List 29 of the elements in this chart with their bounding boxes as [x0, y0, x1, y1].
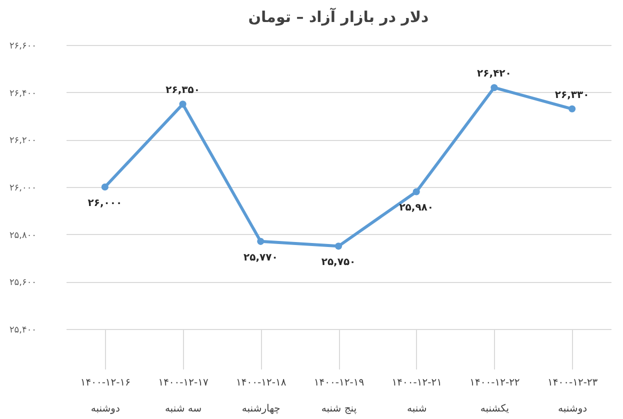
data-label: ۲۶,۳۳۰	[554, 90, 590, 101]
y-tick-label: ۲۵,۶۰۰	[9, 278, 36, 288]
y-tick-label: ۲۵,۸۰۰	[9, 230, 36, 241]
category-label: ۱۴۰۰-۱۲-۲۳ دوشنبه	[547, 378, 598, 414]
point	[568, 105, 576, 112]
data-label: ۲۵,۷۷۰	[243, 252, 278, 264]
data-label: ۲۵,۹۸۰	[399, 202, 434, 214]
point	[101, 183, 108, 191]
category-label: ۱۴۰۰-۱۲-۱۶ دوشنبه	[80, 378, 131, 414]
data-label: ۲۶,۴۲۰	[477, 68, 512, 80]
category-label: ۱۴۰۰-۱۲-۱۹ پنج شنبه	[314, 378, 364, 414]
point	[412, 188, 420, 196]
point	[257, 238, 264, 245]
data-label: ۲۶,۰۰۰	[88, 198, 122, 209]
category-label: ۱۴۰۰-۱۲-۲۱ شنبه	[392, 378, 442, 414]
data-label: ۲۶,۳۵۰	[166, 85, 200, 96]
chart-title: دلار در بازار آزاد – تومان	[248, 7, 430, 26]
category-label: ۱۴۰۰-۱۲-۱۸ چهارشنبه	[236, 378, 286, 414]
y-tick-label: ۲۶,۶۰۰	[9, 42, 36, 52]
category-label: ۱۴۰۰-۱۲-۲۲ یکشنبه	[470, 378, 520, 414]
y-tick-label: ۲۵,۴۰۰	[9, 326, 36, 336]
point	[179, 100, 186, 108]
point	[490, 84, 498, 92]
category-label: ۱۴۰۰-۱۲-۱۷ سه شنبه	[158, 378, 208, 414]
y-tick-label: ۲۶,۴۰۰	[9, 88, 36, 99]
y-tick-label: ۲۶,۲۰۰	[9, 136, 36, 146]
point	[334, 242, 342, 250]
y-tick-label: ۲۶,۰۰۰	[9, 184, 36, 194]
data-label: ۲۵,۷۵۰	[321, 257, 356, 268]
